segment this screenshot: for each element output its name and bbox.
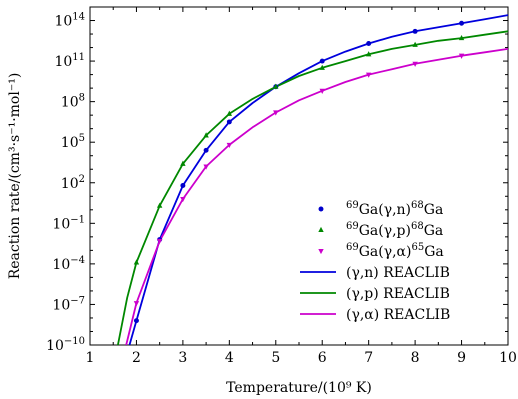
y-tick-label: 10−10 xyxy=(46,336,85,354)
series-line xyxy=(125,48,508,345)
data-point xyxy=(203,147,209,153)
data-point xyxy=(133,259,140,265)
data-point xyxy=(273,110,279,116)
data-point xyxy=(412,28,418,34)
x-tick-label: 10 xyxy=(499,350,517,366)
data-point xyxy=(459,20,465,26)
x-tick-label: 2 xyxy=(132,350,141,366)
legend-item: (γ,α) REACLIB xyxy=(300,307,450,323)
data-point xyxy=(366,41,372,46)
data-point xyxy=(319,58,325,64)
x-tick-label: 9 xyxy=(457,350,466,366)
y-tick-label: 10−7 xyxy=(52,295,85,313)
legend-label: (γ,p) REACLIB xyxy=(346,286,450,302)
legend-label: (γ,n) REACLIB xyxy=(346,265,450,281)
y-tick-label: 10−4 xyxy=(52,255,85,273)
data-point xyxy=(203,164,209,170)
y-tick-label: 10−1 xyxy=(52,214,85,232)
data-point xyxy=(156,238,163,245)
legend: 69Ga(γ,n)68Ga 69Ga(γ,p)68Ga 69Ga(γ,α)65Ga (… xyxy=(300,200,450,323)
x-tick-label: 3 xyxy=(178,350,187,366)
data-point xyxy=(365,72,372,78)
legend-label: 69Ga(γ,p)68Ga xyxy=(346,221,443,239)
data-point xyxy=(226,110,233,116)
x-tick-label: 4 xyxy=(225,350,234,366)
legend-label: (γ,α) REACLIB xyxy=(346,307,450,323)
data-point xyxy=(180,182,186,188)
data-point xyxy=(226,142,233,149)
data-point xyxy=(273,83,279,89)
legend-item: (γ,p) REACLIB xyxy=(300,286,450,302)
legend-label: 69Ga(γ,α)65Ga xyxy=(346,242,444,260)
data-point xyxy=(365,51,372,57)
x-tick-label: 8 xyxy=(411,350,420,366)
y-tick-label: 1011 xyxy=(54,52,85,70)
data-point xyxy=(458,34,465,41)
x-tick-label: 5 xyxy=(271,350,280,366)
data-point xyxy=(318,206,324,212)
x-axis: 1 2 3 4 5 6 7 8 9 10 xyxy=(86,7,517,366)
data-point xyxy=(319,88,325,94)
legend-item: 69Ga(γ,n)68Ga xyxy=(318,200,443,218)
x-tick-label: 6 xyxy=(318,350,327,366)
data-point xyxy=(133,318,139,324)
data-point xyxy=(319,64,325,70)
legend-item: (γ,n) REACLIB xyxy=(300,265,450,281)
series-line xyxy=(128,14,508,345)
data-point xyxy=(412,41,418,47)
y-tick-label: 105 xyxy=(61,133,85,151)
data-point xyxy=(180,196,186,203)
y-tick-label: 102 xyxy=(61,174,85,192)
data-point xyxy=(412,61,418,67)
y-tick-label: 108 xyxy=(61,93,85,111)
data-point xyxy=(156,202,163,208)
y-axis: 10−10 10−7 10−4 10−1 102 105 108 1011 1014 xyxy=(46,6,508,354)
x-tick-label: 7 xyxy=(364,350,373,366)
x-axis-title: Temperature/(10⁹ K) xyxy=(226,380,372,396)
y-tick-label: 1014 xyxy=(54,12,85,30)
data-point xyxy=(180,160,186,166)
legend-label: 69Ga(γ,n)68Ga xyxy=(346,200,443,218)
data-point xyxy=(318,248,324,255)
x-tick-label: 1 xyxy=(86,350,95,366)
data-point xyxy=(203,132,209,138)
legend-item: 69Ga(γ,α)65Ga xyxy=(318,242,444,260)
data-point xyxy=(133,301,140,307)
data-point xyxy=(458,53,465,59)
data-point xyxy=(226,119,232,125)
y-axis-title: Reaction rate/(cm³·s⁻¹·mol⁻¹) xyxy=(7,73,23,280)
data-point xyxy=(318,226,324,233)
legend-item: 69Ga(γ,p)68Ga xyxy=(318,221,443,239)
series-group xyxy=(117,14,508,345)
